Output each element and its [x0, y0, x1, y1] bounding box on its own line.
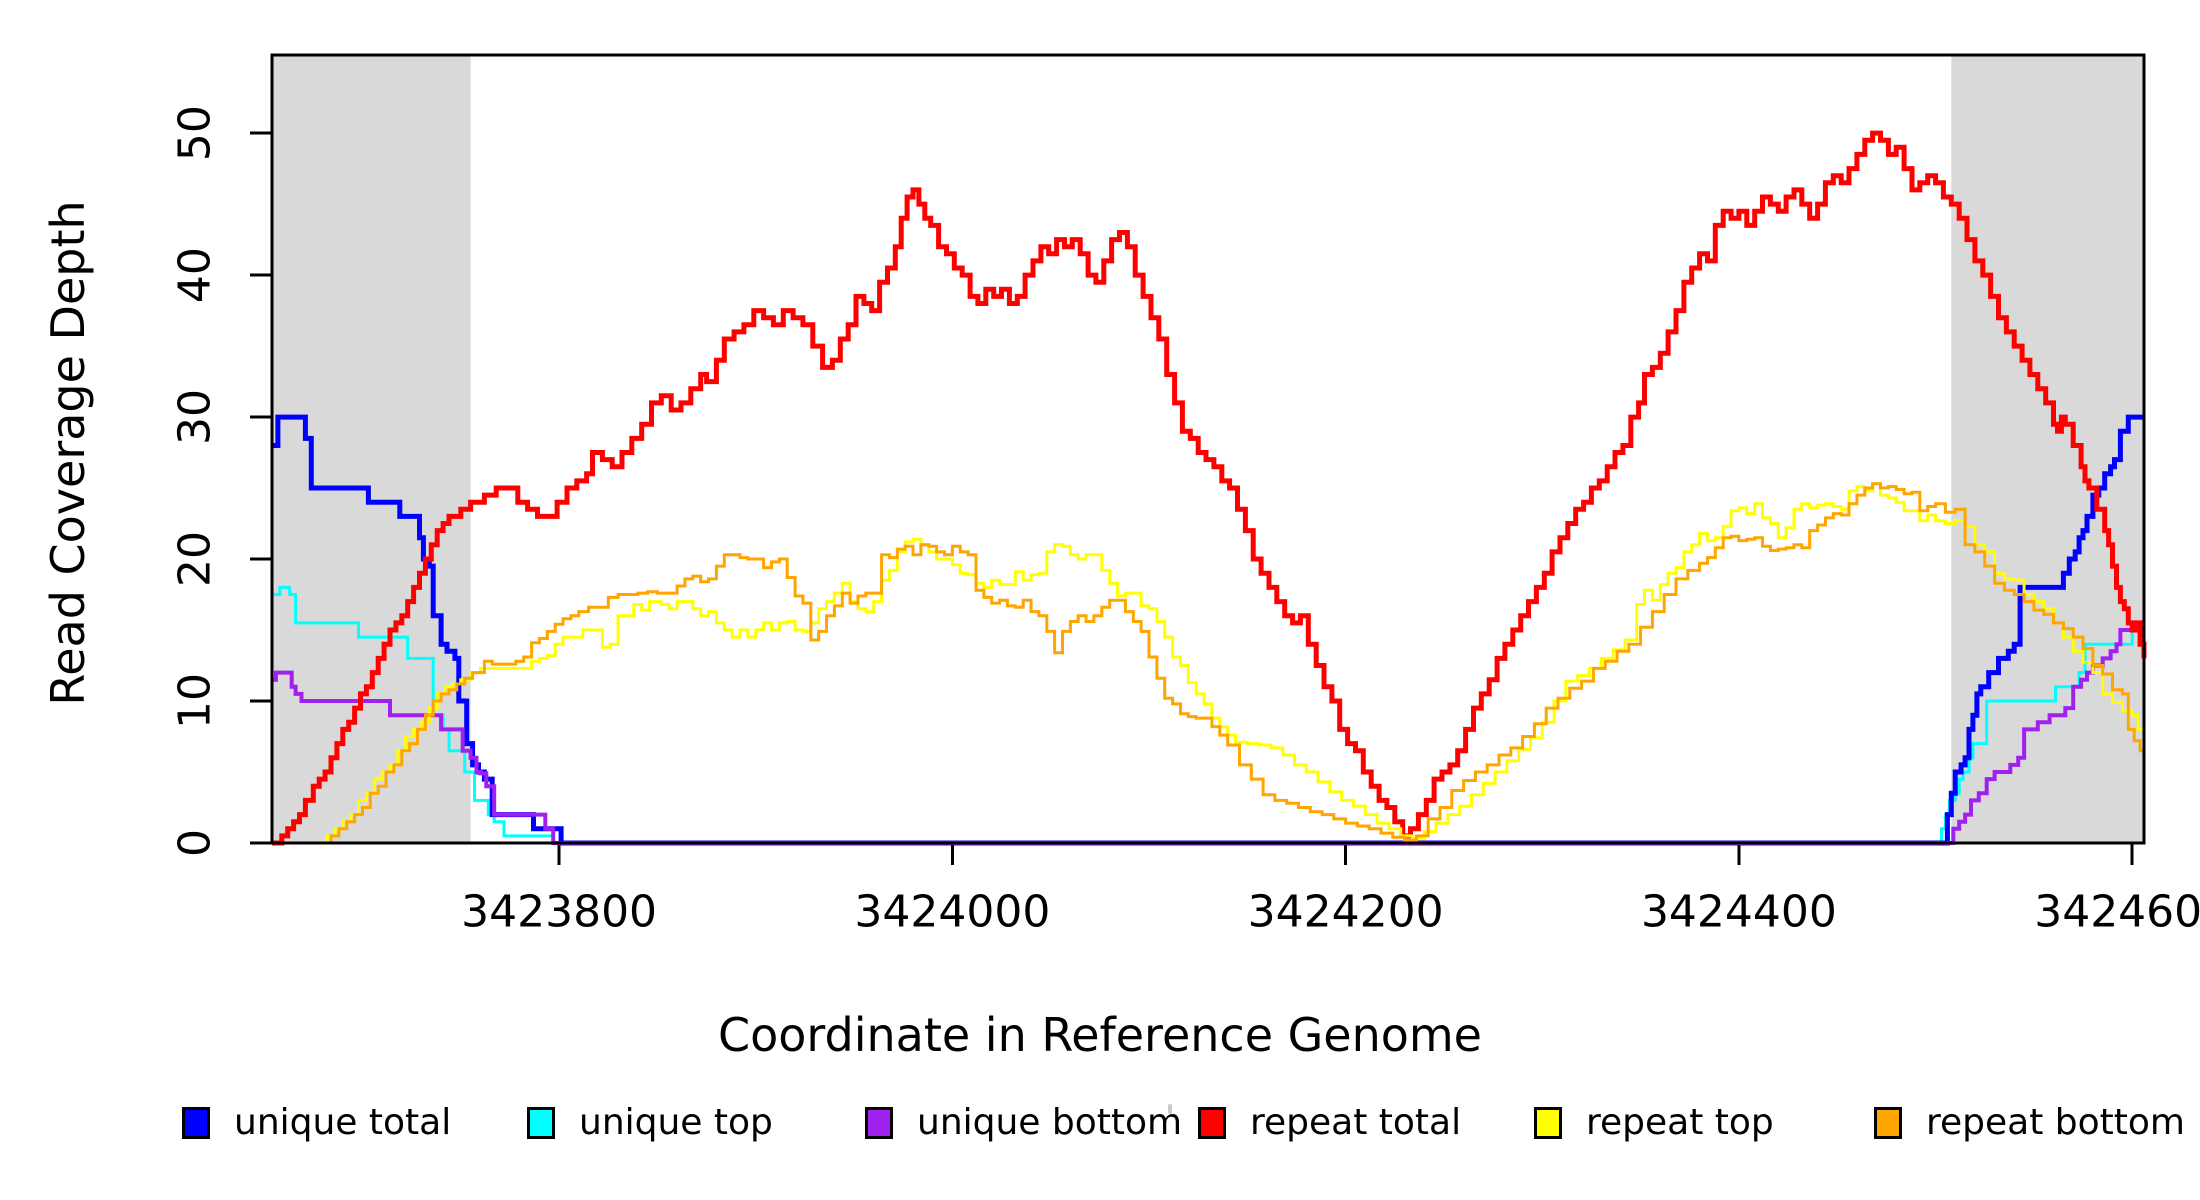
legend-item-unique-bottom: unique bottom [865, 1102, 1182, 1143]
y-axis-tick-label: 0 [170, 829, 221, 857]
unique-bottom-swatch-icon [865, 1106, 893, 1139]
series-unique-top [272, 585, 2144, 845]
legend-item-unique-total: unique total [182, 1102, 451, 1143]
legend-item-repeat-top: repeat top [1534, 1102, 1774, 1143]
legend-label: repeat total [1250, 1102, 1462, 1143]
series-repeat-bottom [272, 482, 2146, 845]
unique-total-swatch-icon [182, 1106, 210, 1139]
series-unique-bottom [272, 628, 2144, 845]
plot-frame [270, 53, 2146, 845]
legend-item-repeat-total: repeat total [1198, 1102, 1461, 1143]
x-axis-tick-label: 3424000 [854, 887, 1050, 938]
repeat-top-swatch-icon [1534, 1106, 1562, 1139]
series-repeat-total [272, 130, 2147, 846]
repeat-total-swatch-icon [1198, 1106, 1226, 1139]
y-axis-tick-label: 20 [170, 531, 221, 587]
x-axis-tick-label: 3423800 [461, 887, 657, 938]
legend-label: unique total [234, 1102, 452, 1143]
stray-artifact-mark [1168, 1104, 1172, 1114]
legend-label: unique top [579, 1102, 773, 1143]
x-axis-tick-label: 3424400 [1641, 887, 1837, 938]
series-unique-total [272, 414, 2144, 846]
y-axis-tick-label: 40 [170, 247, 221, 303]
legend-item-repeat-bottom: repeat bottom [1874, 1102, 2185, 1143]
y-axis-tick-label: 10 [170, 673, 221, 729]
repeat-bottom-swatch-icon [1874, 1106, 1902, 1139]
legend: unique total unique top unique bottom re… [0, 1102, 2200, 1162]
y-axis-tick-label: 30 [170, 389, 221, 445]
legend-label: repeat bottom [1926, 1102, 2185, 1143]
x-axis-title: Coordinate in Reference Genome [718, 1008, 1482, 1062]
shaded-region [272, 55, 471, 843]
series-repeat-top [272, 482, 2146, 845]
y-axis-title: Read Coverage Depth [41, 200, 95, 706]
legend-label: unique bottom [917, 1102, 1183, 1143]
legend-item-unique-top: unique top [527, 1102, 773, 1143]
unique-top-swatch-icon [527, 1106, 555, 1139]
legend-label: repeat top [1586, 1102, 1774, 1143]
x-axis-tick-label: 3424200 [1248, 887, 1444, 938]
shaded-region [1951, 55, 2144, 843]
y-axis-tick-label: 50 [170, 105, 221, 161]
